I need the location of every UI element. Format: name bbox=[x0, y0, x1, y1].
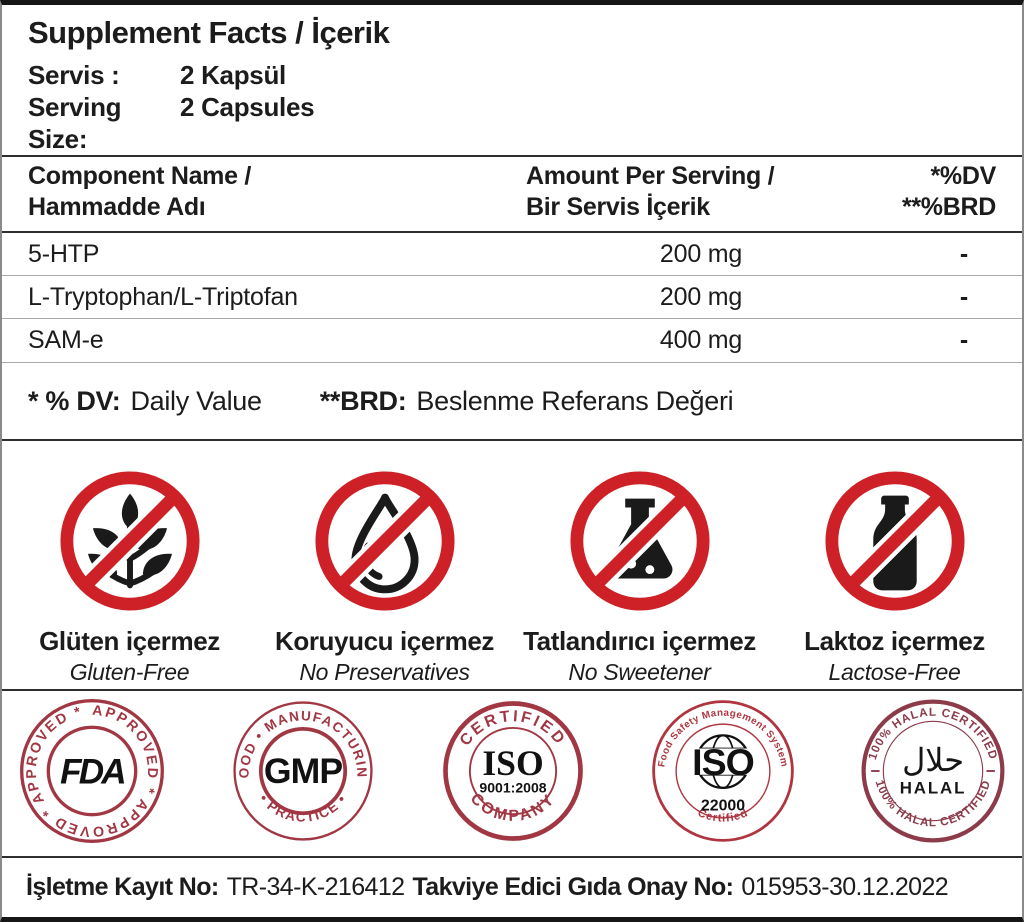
iso-22000-sub-text: 22000 bbox=[701, 797, 745, 814]
no-sweetener-icon bbox=[566, 467, 714, 620]
table-row: L-Tryptophan/L-Triptofan 200 mg - bbox=[2, 276, 1022, 318]
divider bbox=[2, 231, 1022, 233]
amount-value: 200 mg bbox=[659, 239, 743, 268]
fda-approved-stamp-icon: APPROVED * APPROVED * APPROVED * FDA bbox=[16, 695, 168, 852]
component-name: SAM-e bbox=[28, 326, 104, 354]
label-header: Supplement Facts / İçerik Servis : 2 Kap… bbox=[2, 5, 1022, 155]
divider bbox=[2, 362, 1022, 363]
divider bbox=[2, 155, 1022, 157]
fda-text: FDA bbox=[60, 752, 124, 791]
approval-number: 015953-30.12.2022 bbox=[741, 873, 949, 901]
halal-arabic-text: حلال bbox=[902, 742, 964, 778]
no-preservatives-icon bbox=[311, 467, 459, 620]
free-from-title: Laktoz içermez bbox=[804, 626, 985, 656]
iso-22000-stamp-icon: Food Safety Management System Certified … bbox=[648, 696, 798, 851]
free-from-item-preservatives: Koruyucu içermez No Preservatives bbox=[257, 467, 512, 689]
registration-label: İşletme Kayıt No: bbox=[26, 873, 219, 901]
brd-footnote-label: **BRD: bbox=[319, 385, 407, 416]
dv-value: - bbox=[959, 326, 968, 354]
approval-label: Takviye Edici Gıda Onay No: bbox=[412, 873, 734, 901]
iso-text: ISO bbox=[692, 741, 754, 783]
table-row: 5-HTP 200 mg - bbox=[2, 233, 1022, 275]
free-from-item-lactose: Laktoz içermez Lactose-Free bbox=[767, 467, 1022, 689]
svg-text:• PRACTICE •: • PRACTICE • bbox=[256, 791, 349, 824]
serving-value-tr: 2 Kapsül bbox=[180, 60, 286, 90]
amount-value: 200 mg bbox=[659, 282, 743, 311]
col-component-header: Component Name / Hammadde Adı bbox=[28, 162, 251, 221]
no-gluten-icon bbox=[56, 467, 204, 620]
halal-stamp-icon: 100% HALAL CERTIFIED 100% HALAL CERTIFIE… bbox=[858, 696, 1008, 851]
divider bbox=[2, 689, 1022, 691]
divider bbox=[2, 439, 1022, 441]
col-dv-header: *%DV **%BRD bbox=[901, 162, 996, 221]
certification-badges: APPROVED * APPROVED * APPROVED * FDA GOO… bbox=[2, 684, 1022, 856]
free-from-subtitle: Lactose-Free bbox=[828, 659, 961, 685]
component-name: L-Tryptophan/L-Triptofan bbox=[28, 282, 298, 311]
table-header: Component Name / Hammadde Adı Amount Per… bbox=[2, 157, 1022, 231]
serving-row-en: Serving Size: 2 Capsules bbox=[28, 91, 996, 155]
amount-value: 400 mg bbox=[659, 326, 743, 354]
iso-9001-stamp-icon: CERTIFIED COMPANY ISO 9001:2008 bbox=[438, 696, 588, 851]
table-row: SAM-e 400 mg - bbox=[2, 319, 1022, 362]
divider bbox=[2, 275, 1022, 276]
page-title: Supplement Facts / İçerik bbox=[28, 15, 390, 50]
dv-value: - bbox=[959, 282, 968, 311]
no-lactose-icon bbox=[821, 467, 969, 620]
free-from-title: Tatlandırıcı içermez bbox=[523, 626, 756, 656]
free-from-subtitle: Gluten-Free bbox=[69, 659, 190, 685]
serving-label-tr: Servis : bbox=[28, 60, 120, 90]
iso-9001-sub-text: 9001:2008 bbox=[479, 780, 546, 796]
serving-value-en: 2 Capsules bbox=[180, 92, 315, 122]
free-from-subtitle: No Sweetener bbox=[568, 659, 711, 685]
serving-label-en: Serving Size: bbox=[28, 92, 122, 154]
dv-footnote-label: * % DV: bbox=[28, 385, 121, 416]
brd-footnote-text: Beslenme Referans Değeri bbox=[416, 385, 734, 416]
component-name: 5-HTP bbox=[28, 239, 100, 268]
free-from-section: Glüten içermez Gluten-Free Koruyucu içer… bbox=[2, 441, 1022, 689]
col-amount-header: Amount Per Serving / Bir Servis İçerik bbox=[526, 162, 775, 221]
dv-footnote-text: Daily Value bbox=[130, 385, 262, 416]
iso-text: ISO bbox=[482, 743, 543, 783]
footnotes: * % DV: Daily Value **BRD: Beslenme Refe… bbox=[2, 363, 1022, 439]
divider bbox=[2, 318, 1022, 319]
gmp-text: GMP bbox=[264, 751, 342, 791]
serving-row-tr: Servis : 2 Kapsül bbox=[28, 59, 996, 91]
divider bbox=[2, 856, 1022, 858]
free-from-item-gluten: Glüten içermez Gluten-Free bbox=[2, 467, 257, 689]
free-from-title: Glüten içermez bbox=[39, 626, 220, 656]
free-from-item-sweetener: Tatlandırıcı içermez No Sweetener bbox=[512, 467, 767, 689]
free-from-subtitle: No Preservatives bbox=[299, 659, 470, 685]
free-from-title: Koruyucu içermez bbox=[274, 626, 494, 656]
halal-text: HALAL bbox=[900, 779, 967, 798]
registration-footer: İşletme Kayıt No: TR-34-K-216412 Takviye… bbox=[2, 858, 1022, 917]
dv-value: - bbox=[959, 239, 968, 268]
registration-number: TR-34-K-216412 bbox=[226, 873, 405, 901]
svg-text:Certified: Certified bbox=[696, 807, 751, 825]
gmp-stamp-icon: GOOD • MANUFACTURING • PRACTICE • GMP bbox=[222, 684, 378, 851]
